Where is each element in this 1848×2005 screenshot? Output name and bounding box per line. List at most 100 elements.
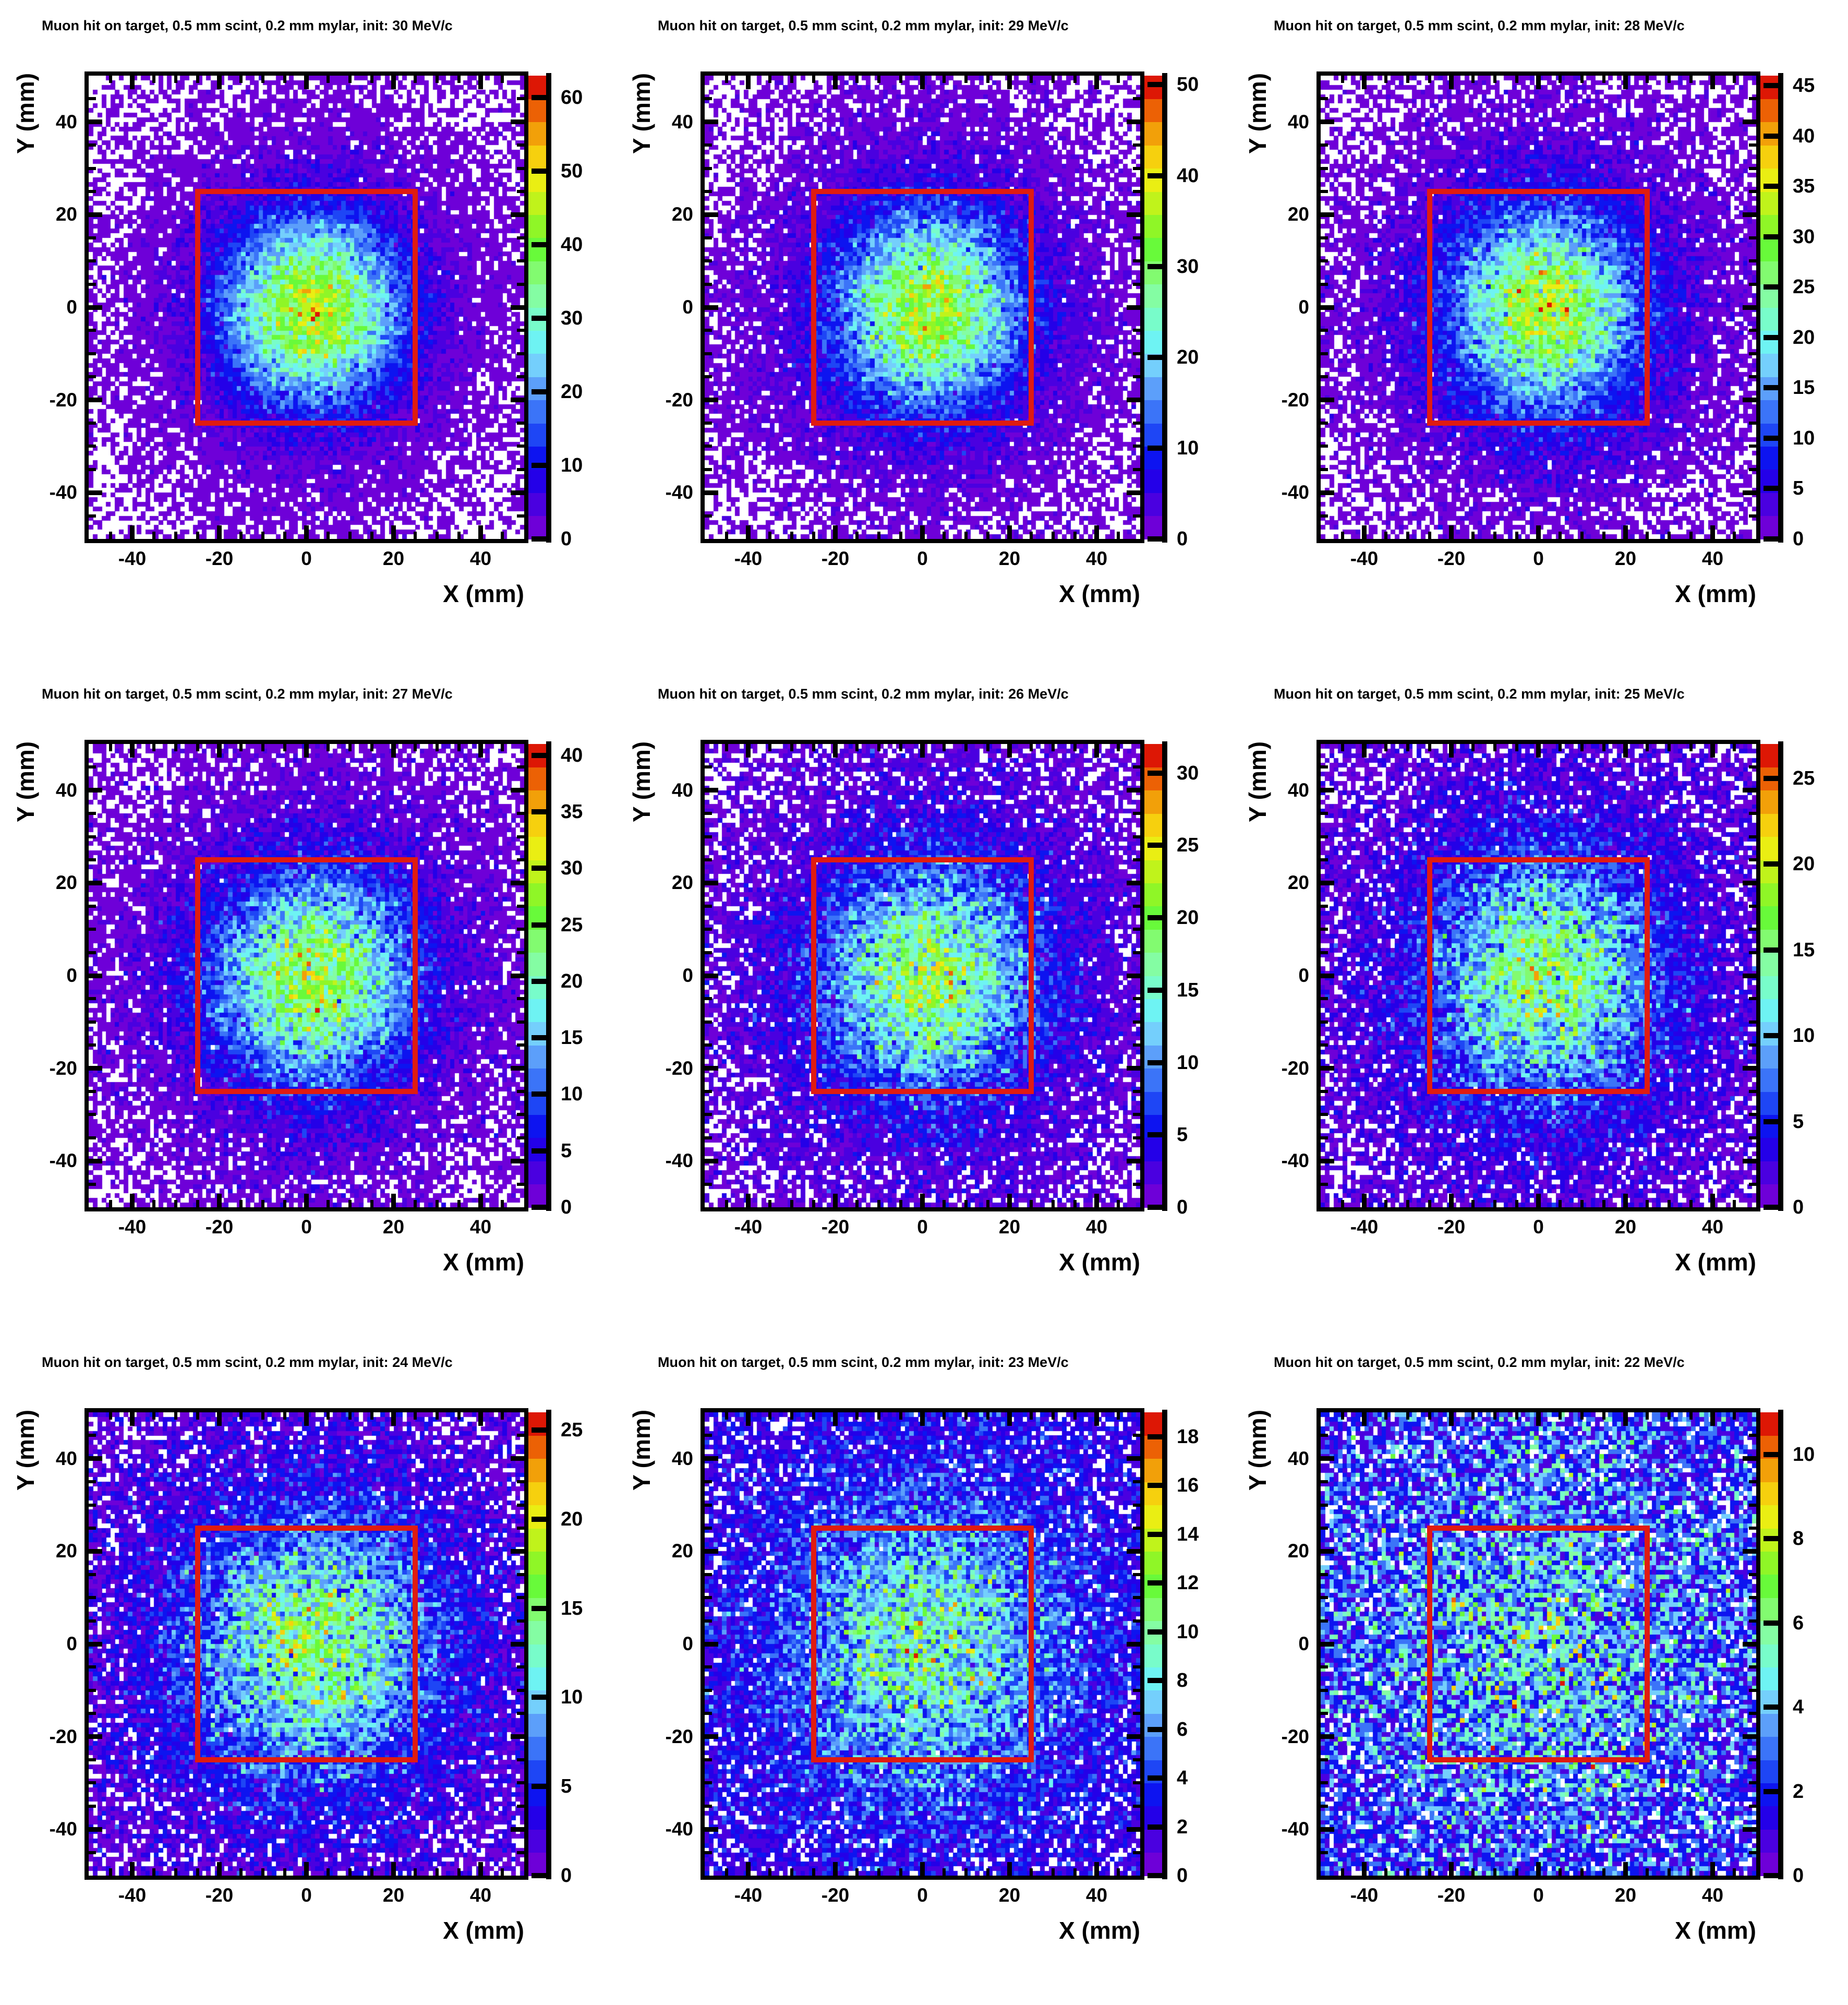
y-axis-tick-right [1743, 973, 1756, 978]
colorbar-band [1760, 515, 1778, 539]
colorbar-band [528, 1760, 546, 1783]
colorbar-axis-line [1162, 73, 1167, 543]
y-axis-tick [1321, 1113, 1328, 1116]
y-axis-tick-right [1133, 375, 1140, 379]
colorbar-tick [532, 1605, 551, 1611]
y-axis-tick [1321, 1851, 1328, 1854]
x-tick-label: -20 [1437, 548, 1466, 569]
y-tick-label: 20 [55, 203, 77, 225]
colorbar-band [1760, 1161, 1778, 1185]
x-axis-tick-top [1428, 744, 1431, 751]
x-axis-tick-top [1689, 1412, 1693, 1420]
x-axis-tick [899, 1868, 902, 1876]
x-axis-tick-top [746, 744, 751, 758]
x-tick-label: -40 [1350, 1884, 1379, 1906]
x-axis-tick-top [1733, 76, 1736, 83]
colorbar-axis-line [546, 1410, 551, 1879]
colorbar-band [1760, 1736, 1778, 1760]
x-tick-label: -20 [205, 1216, 234, 1238]
y-axis-tick [89, 1136, 96, 1139]
x-axis-tick-top [1030, 1412, 1033, 1420]
y-tick-label: -40 [665, 1150, 693, 1172]
x-axis-tick [746, 1194, 751, 1207]
x-tick-label: -20 [821, 1884, 850, 1906]
colorbar-tick [1764, 947, 1783, 953]
y-axis-tick [1321, 166, 1328, 170]
x-tick-label: 0 [301, 548, 312, 569]
colorbar-band [1760, 1068, 1778, 1092]
y-axis-tick-right [1749, 1712, 1756, 1715]
y-axis-tick-right [517, 1596, 524, 1600]
x-axis-tick-top [391, 744, 396, 758]
x-axis-tick-top [986, 76, 989, 83]
y-axis-tick-right [1743, 1641, 1756, 1647]
panel-title: Muon hit on target, 0.5 mm scint, 0.2 mm… [1274, 686, 1685, 702]
colorbar-tick-label: 0 [1177, 1865, 1188, 1887]
x-axis-tick [877, 532, 880, 539]
y-axis-tick [89, 1090, 96, 1093]
colorbar-band [528, 1736, 546, 1760]
x-axis-tick [108, 1200, 112, 1207]
y-axis-tick [705, 1136, 712, 1139]
colorbar-tick [532, 95, 551, 101]
y-axis-tick-right [1133, 1572, 1140, 1576]
x-axis-tick-top [1340, 76, 1344, 83]
x-tick-label: 0 [301, 1884, 312, 1906]
x-axis-tick [261, 532, 264, 539]
y-axis-tick [89, 1527, 96, 1530]
x-axis-tick [1094, 525, 1099, 539]
x-axis-tick [261, 1868, 264, 1876]
y-axis-tick-right [1127, 1827, 1140, 1832]
colorbar-tick [1764, 1451, 1783, 1457]
x-axis-tick [304, 525, 309, 539]
x-axis-tick-top [1406, 1412, 1409, 1420]
colorbar-tick [1764, 184, 1783, 189]
x-axis-tick-top [920, 1412, 925, 1426]
y-axis-tick-right [1749, 1043, 1756, 1047]
y-axis-tick-right [1133, 1851, 1140, 1854]
colorbar-band [1760, 1783, 1778, 1807]
colorbar-band [1760, 976, 1778, 999]
colorbar-tick [1148, 82, 1167, 88]
x-axis-tick [724, 1868, 728, 1876]
y-axis-tick [89, 973, 102, 978]
y-axis-tick-right [1127, 788, 1140, 793]
x-tick-label: 20 [382, 1884, 405, 1906]
colorbar-tick-label: 10 [1177, 437, 1199, 459]
histogram-panel-25mevc: Muon hit on target, 0.5 mm scint, 0.2 mm… [1232, 668, 1848, 1337]
x-axis-tick [768, 532, 772, 539]
x-axis-tick [1493, 1868, 1496, 1876]
x-axis-tick [964, 1200, 968, 1207]
y-axis-tick-right [517, 1758, 524, 1761]
y-axis-tick-right [1749, 1434, 1756, 1437]
y-axis-tick-right [517, 1665, 524, 1669]
y-axis-tick [1321, 928, 1328, 931]
y-axis-tick-right [511, 1456, 524, 1461]
colorbar-tick [532, 1091, 551, 1097]
y-axis-tick [89, 398, 102, 403]
colorbar-band [1760, 1806, 1778, 1830]
colorbar-tick [1148, 1824, 1167, 1830]
y-axis-tick [1321, 352, 1328, 355]
y-axis-tick [89, 1619, 96, 1623]
y-axis-tick [705, 858, 712, 861]
colorbar-tick [532, 1516, 551, 1522]
colorbar-band [1144, 1783, 1162, 1807]
x-axis-tick [370, 1200, 373, 1207]
y-axis-tick [89, 788, 102, 793]
colorbar-band [528, 929, 546, 953]
y-axis-tick-right [511, 1827, 524, 1832]
x-axis-tick-top [812, 1412, 815, 1420]
colorbar-band [528, 353, 546, 377]
y-tick-label: 0 [1298, 965, 1309, 986]
colorbar-band [528, 1435, 546, 1459]
x-axis-tick [1340, 1868, 1344, 1876]
x-axis-title: X (mm) [443, 1248, 524, 1276]
x-axis-tick [196, 1868, 199, 1876]
x-axis-tick-top [261, 76, 264, 83]
y-axis-tick [705, 1804, 712, 1808]
colorbar-tick-label: 20 [1793, 326, 1815, 349]
x-axis-tick-top [1362, 76, 1367, 89]
y-axis-tick-right [1127, 1548, 1140, 1554]
x-axis-tick [746, 525, 751, 539]
